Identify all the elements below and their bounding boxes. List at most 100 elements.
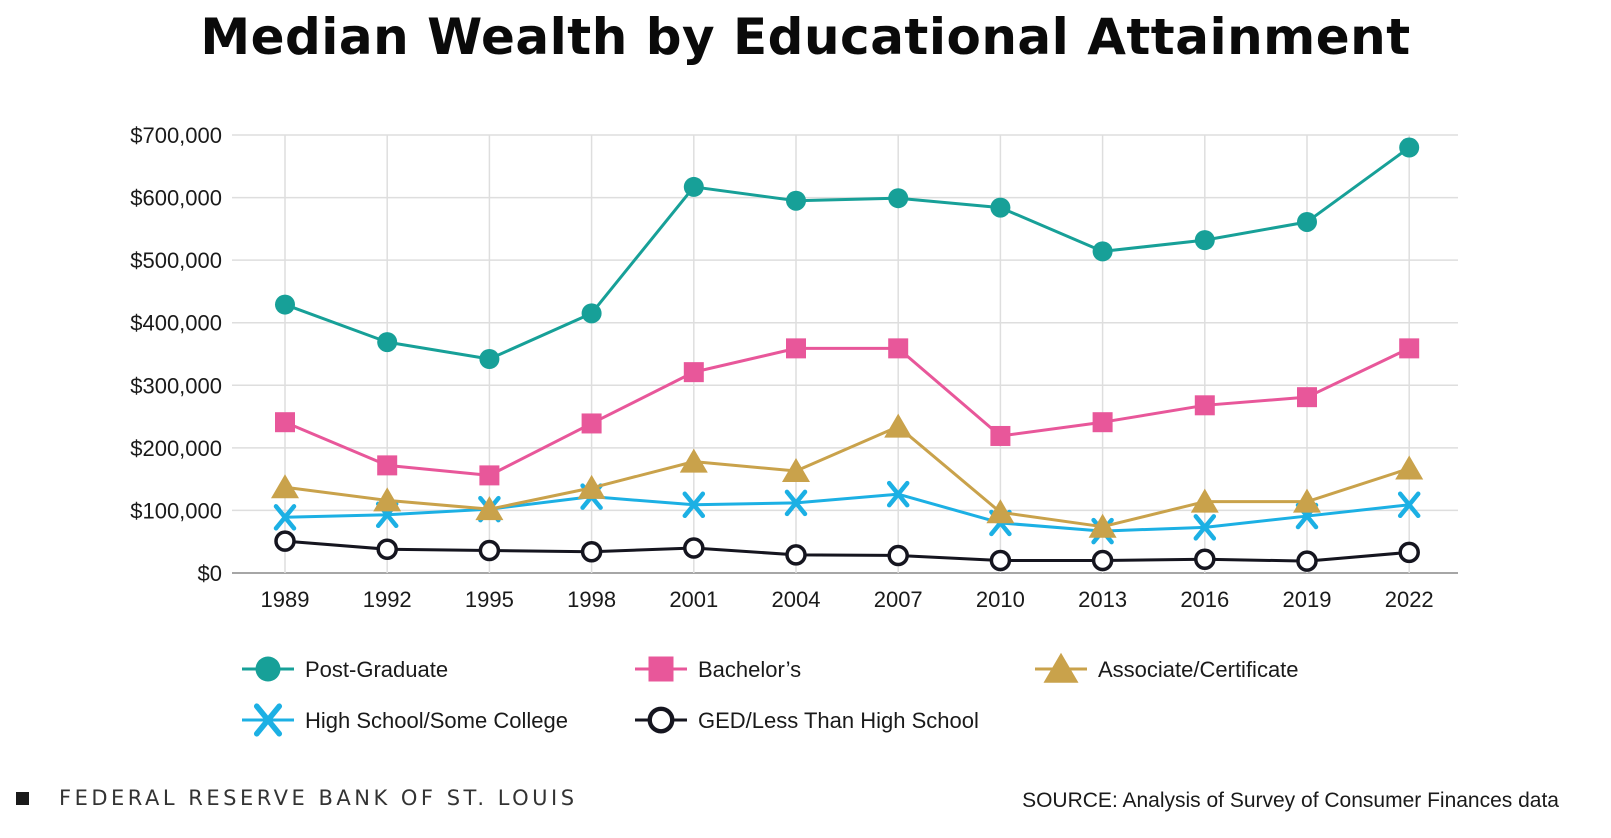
x-marker-stroke — [1397, 491, 1421, 519]
circle-marker-shape — [255, 656, 281, 682]
circle-marker-shape — [581, 303, 602, 324]
legend-square-icon — [648, 656, 674, 682]
data-point-bachelors — [1297, 387, 1317, 408]
data-point-bachelors — [275, 412, 295, 433]
triangle-marker-shape — [986, 499, 1015, 524]
triangle-marker-shape — [577, 474, 606, 499]
series-high_school — [273, 480, 1421, 545]
legend: Post-Graduate Bachelor’s Associate/Certifi… — [242, 652, 1299, 737]
legend-item-associate: Associate/Certificate — [1035, 652, 1299, 683]
legend-circle-icon — [255, 656, 281, 682]
y-tick-label: $300,000 — [130, 373, 222, 398]
data-point-ged — [1296, 550, 1318, 572]
legend-open-circle-icon — [647, 706, 675, 734]
x-tick-label: 2016 — [1180, 587, 1229, 612]
x-marker-stroke — [886, 480, 910, 508]
y-tick-label: $400,000 — [130, 311, 222, 336]
series-line-high_school — [284, 492, 1410, 533]
data-point-associate — [986, 499, 1015, 524]
data-point-ged — [580, 540, 603, 563]
open-circle-marker-shape — [1296, 550, 1318, 572]
circle-marker-shape — [377, 332, 398, 353]
data-point-associate — [373, 487, 402, 512]
square-marker-shape — [990, 425, 1011, 446]
data-point-ged — [989, 549, 1012, 572]
square-marker-shape — [377, 455, 398, 476]
legend-triangle-icon — [1043, 652, 1079, 683]
x-tick-label: 2019 — [1283, 587, 1332, 612]
y-tick-label: $500,000 — [130, 248, 222, 273]
data-point-associate — [884, 413, 913, 438]
x-marker-stroke — [273, 504, 297, 531]
legend-item-high_school: High School/Some College — [242, 703, 568, 737]
square-marker-shape — [648, 656, 674, 682]
data-point-bachelors — [1194, 395, 1215, 416]
square-marker-shape — [1399, 338, 1420, 359]
data-point-high_school — [784, 489, 808, 517]
data-point-post_graduate — [1399, 137, 1420, 158]
open-circle-marker-shape — [376, 538, 398, 560]
circle-marker-shape — [683, 176, 704, 197]
data-point-post_graduate — [990, 197, 1011, 218]
data-point-associate — [475, 496, 504, 521]
data-point-ged — [683, 537, 705, 559]
circle-marker-shape — [1297, 211, 1317, 232]
data-point-associate — [1293, 488, 1321, 513]
open-circle-marker-shape — [989, 549, 1012, 572]
data-point-post_graduate — [275, 294, 295, 315]
open-circle-marker-shape — [1194, 548, 1216, 570]
y-tick-label: $200,000 — [130, 436, 222, 461]
triangle-marker-shape — [1293, 488, 1321, 513]
x-tick-label: 1989 — [261, 587, 310, 612]
legend-item-ged: GED/Less Than High School — [635, 706, 979, 734]
circle-marker-shape — [786, 190, 806, 211]
data-point-bachelors — [1399, 338, 1420, 359]
x-tick-label: 1992 — [363, 587, 412, 612]
data-point-associate — [1088, 513, 1117, 538]
x-tick-label: 1998 — [567, 587, 616, 612]
circle-marker-shape — [1092, 241, 1113, 262]
data-point-bachelors — [479, 465, 500, 486]
open-circle-marker-shape — [478, 539, 501, 562]
chart-title: Median Wealth by Educational Attainment — [200, 8, 1411, 66]
circle-marker-shape — [990, 197, 1011, 218]
data-point-post_graduate — [1092, 241, 1113, 262]
data-point-ged — [478, 539, 501, 562]
open-circle-marker-shape — [1398, 541, 1420, 564]
square-marker-shape — [275, 412, 295, 433]
x-marker-stroke — [253, 703, 283, 737]
footer-source: SOURCE: Analysis of Survey of Consumer F… — [1022, 789, 1559, 812]
triangle-marker-shape — [884, 413, 913, 438]
x-tick-label: 2007 — [874, 587, 923, 612]
data-point-ged — [376, 538, 398, 560]
square-marker-shape — [479, 465, 500, 486]
square-bullet-icon — [16, 791, 29, 805]
x-marker-stroke — [682, 491, 706, 519]
footer-organization: FEDERAL RESERVE BANK OF ST. LOUIS — [59, 786, 578, 810]
data-point-high_school — [1193, 514, 1217, 541]
open-circle-marker-shape — [647, 706, 675, 734]
y-tick-label: $600,000 — [130, 186, 222, 211]
data-point-bachelors — [888, 338, 909, 359]
circle-marker-shape — [1399, 137, 1420, 158]
square-marker-shape — [888, 338, 909, 359]
x-tick-label: 2022 — [1385, 587, 1434, 612]
data-point-ged — [1091, 549, 1114, 572]
triangle-marker-shape — [1190, 488, 1219, 513]
circle-marker-shape — [479, 349, 500, 370]
square-marker-shape — [786, 338, 806, 359]
data-point-ged — [887, 544, 909, 567]
legend-label: Associate/Certificate — [1098, 657, 1299, 682]
series-line-post_graduate — [284, 146, 1411, 361]
legend-label: Bachelor’s — [698, 657, 801, 682]
legend-label: GED/Less Than High School — [698, 708, 979, 733]
y-tick-label: $100,000 — [130, 498, 222, 523]
data-point-associate — [782, 458, 810, 483]
triangle-marker-shape — [1395, 455, 1424, 480]
data-point-high_school — [1397, 491, 1421, 519]
data-point-bachelors — [786, 338, 806, 359]
x-tick-label: 2001 — [669, 587, 718, 612]
data-point-ged — [785, 544, 807, 566]
open-circle-marker-shape — [683, 537, 705, 559]
